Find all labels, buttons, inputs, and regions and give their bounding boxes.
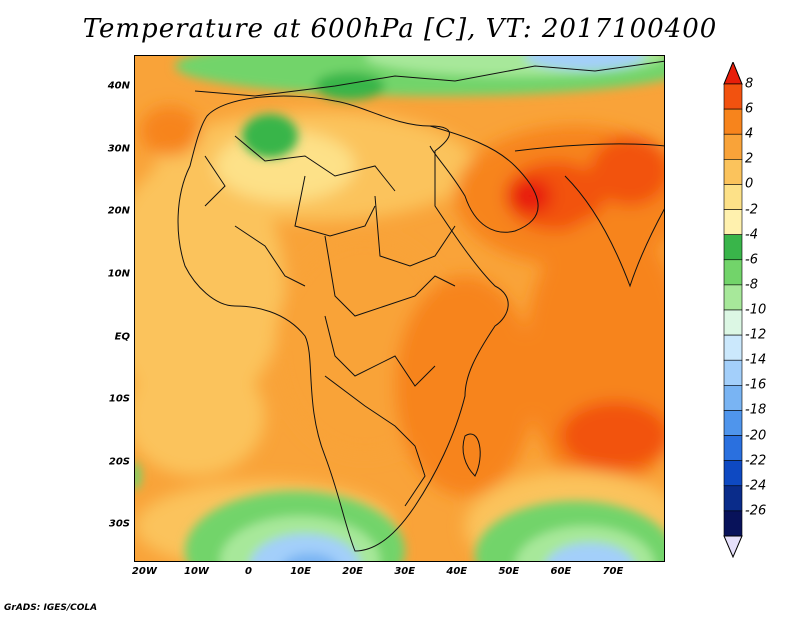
lon-label: 50E xyxy=(498,566,520,577)
colorbar-swatch xyxy=(723,259,743,286)
colorbar-label: -12 xyxy=(745,327,767,343)
colorbar-label: -6 xyxy=(745,252,758,268)
colorbar-swatch xyxy=(723,159,743,185)
colorbar-label: 6 xyxy=(745,101,754,117)
lon-label: 10W xyxy=(183,566,209,577)
coastlines xyxy=(177,60,664,552)
colorbar-swatch xyxy=(723,234,743,261)
colorbar-swatch xyxy=(723,410,743,436)
lat-label: 10N xyxy=(107,268,130,280)
colorbar-swatch xyxy=(723,83,743,110)
colorbar-label: 8 xyxy=(745,76,754,92)
colorbar-top-arrow xyxy=(723,60,743,85)
colorbar-swatch xyxy=(723,309,743,336)
colorbar-label: -24 xyxy=(745,478,767,494)
colorbar-swatch xyxy=(723,209,743,235)
colorbar-swatch xyxy=(723,359,743,386)
colorbar-label: -20 xyxy=(745,428,767,444)
colorbar-label: -26 xyxy=(745,503,767,519)
credit-text: GrADS: IGES/COLA xyxy=(4,603,98,613)
lon-label: 40E xyxy=(446,566,468,577)
lon-label: 70E xyxy=(602,566,624,577)
lon-label: 0 xyxy=(245,566,252,577)
lat-label: 20S xyxy=(108,456,130,468)
temperature-field xyxy=(135,56,664,561)
temperature-map xyxy=(134,55,665,562)
colorbar-label: 4 xyxy=(745,126,754,142)
colorbar-label: -4 xyxy=(745,227,758,243)
lon-label: 20E xyxy=(342,566,364,577)
colorbar-label: -16 xyxy=(745,377,767,393)
map-title: Temperature at 600hPa [C], VT: 201710040… xyxy=(82,14,718,44)
colorbar-swatch xyxy=(723,385,743,411)
colorbar-swatches xyxy=(723,60,743,559)
colorbar-label: -2 xyxy=(745,202,758,218)
colorbar-swatch xyxy=(723,284,743,311)
lon-label: 20W xyxy=(131,566,157,577)
colorbar-swatch xyxy=(723,108,743,135)
colorbar-label: -18 xyxy=(745,402,767,418)
colorbar-label: -8 xyxy=(745,277,758,293)
colorbar-label: -10 xyxy=(745,302,767,318)
colorbar xyxy=(723,60,743,559)
lat-label: 40N xyxy=(107,80,130,92)
colorbar-swatch xyxy=(723,460,743,487)
lat-label: 10S xyxy=(108,393,130,405)
lat-label: 20N xyxy=(107,205,130,217)
lat-label: EQ xyxy=(114,331,130,343)
colorbar-swatch xyxy=(723,485,743,512)
colorbar-label: -22 xyxy=(745,453,767,469)
lat-label: 30N xyxy=(107,143,130,155)
colorbar-bottom-arrow xyxy=(723,535,743,559)
colorbar-label: -14 xyxy=(745,352,767,368)
lat-label: 30S xyxy=(108,518,130,530)
colorbar-swatch xyxy=(723,184,743,210)
lon-label: 30E xyxy=(394,566,416,577)
colorbar-swatch xyxy=(723,510,743,537)
lon-label: 10E xyxy=(290,566,311,577)
lon-label: 60E xyxy=(550,566,572,577)
colorbar-swatch xyxy=(723,435,743,461)
colorbar-swatch xyxy=(723,133,743,160)
colorbar-label: 0 xyxy=(745,176,754,192)
colorbar-swatch xyxy=(723,334,743,361)
colorbar-label: 2 xyxy=(745,151,754,167)
